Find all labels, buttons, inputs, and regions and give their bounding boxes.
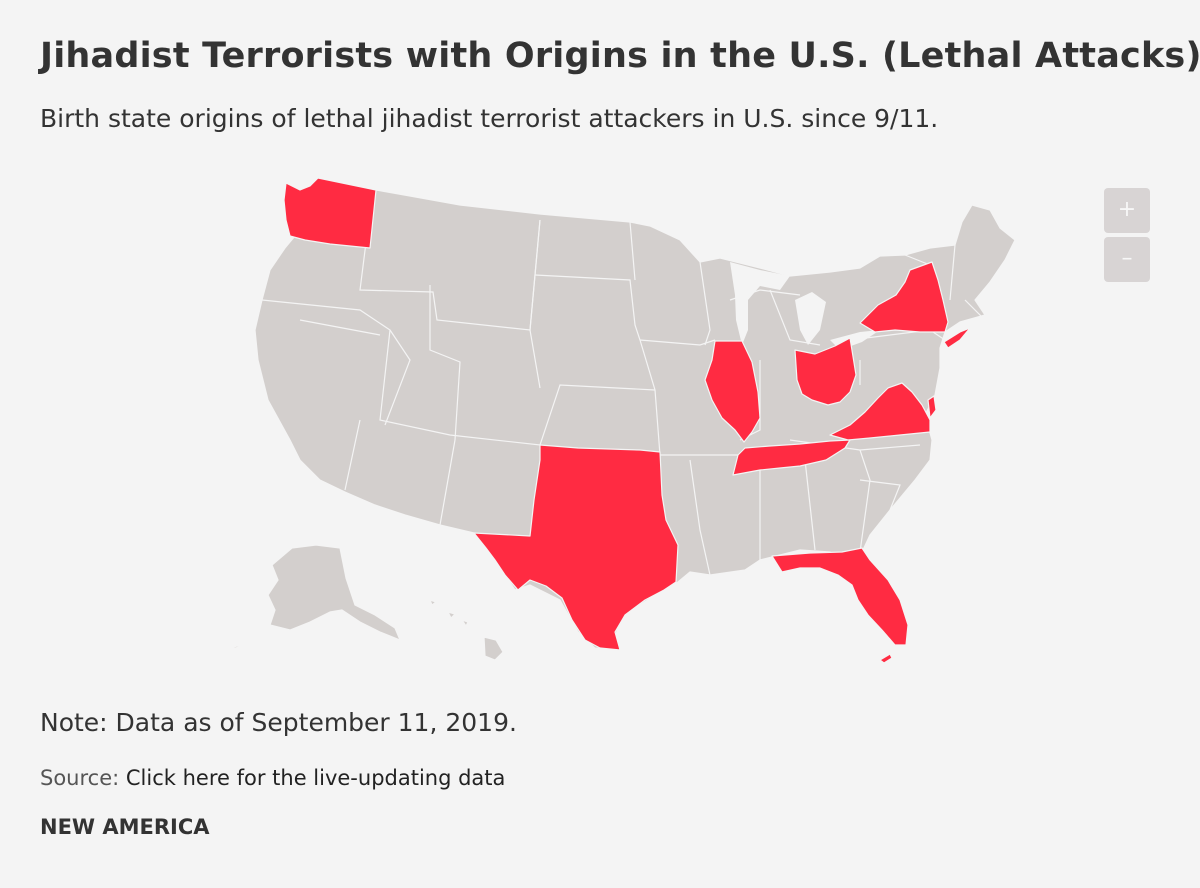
footnote: Note: Data as of September 11, 2019.: [40, 708, 517, 737]
state-ohio[interactable]: [794, 337, 857, 406]
state-florida[interactable]: [771, 547, 909, 646]
us-map[interactable]: [0, 160, 1200, 680]
zoom-in-button[interactable]: +: [1104, 188, 1150, 233]
state-alaska-islands: [209, 631, 266, 659]
state-washington[interactable]: [283, 177, 377, 249]
state-new-jersey-md-strip[interactable]: [927, 395, 937, 419]
state-florida-keys[interactable]: [879, 653, 893, 664]
us-map-svg[interactable]: [0, 160, 1200, 680]
state-oklahoma-texas[interactable]: [473, 444, 679, 651]
state-long-island[interactable]: [943, 327, 971, 349]
state-illinois[interactable]: [704, 340, 761, 443]
source-line: Source: Click here for the live-updating…: [40, 766, 505, 790]
great-lakes: [730, 262, 880, 350]
page-title: Jihadist Terrorists with Origins in the …: [40, 36, 1200, 76]
state-new-york[interactable]: [859, 261, 949, 333]
brand-wordmark: NEW AMERICA: [40, 815, 210, 839]
state-virginia[interactable]: [829, 382, 931, 441]
source-link[interactable]: Click here for the live-updating data: [125, 766, 506, 790]
zoom-out-button[interactable]: –: [1104, 237, 1150, 282]
source-label: Source:: [40, 766, 120, 790]
state-hawaii: [429, 599, 504, 661]
state-tennessee[interactable]: [732, 439, 851, 476]
state-alaska: [267, 544, 401, 641]
page-subtitle: Birth state origins of lethal jihadist t…: [40, 104, 939, 133]
